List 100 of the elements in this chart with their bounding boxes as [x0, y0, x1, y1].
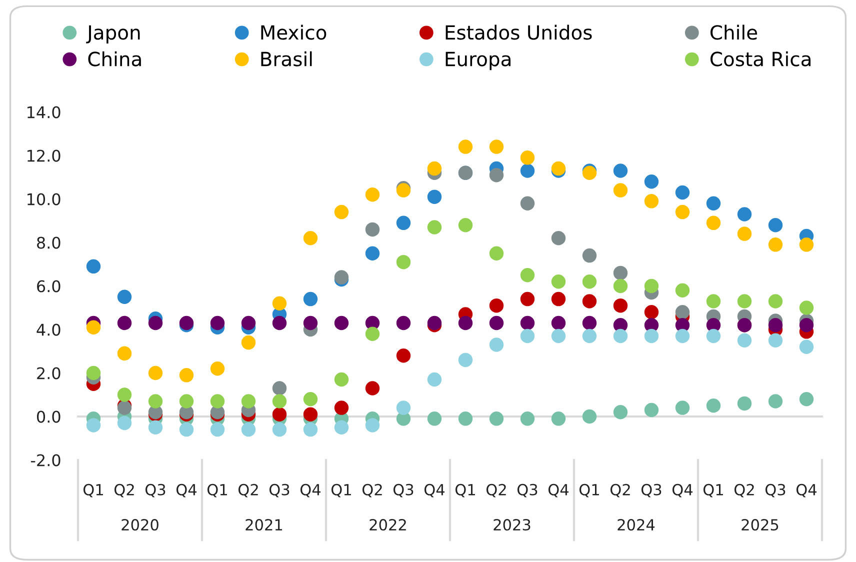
- point: [241, 422, 256, 437]
- point: [303, 392, 318, 406]
- point: [613, 183, 628, 198]
- point: [613, 298, 628, 313]
- point: [799, 340, 814, 354]
- point: [520, 164, 535, 178]
- point: [365, 222, 380, 237]
- y-tick-label: -2.0: [30, 454, 60, 466]
- point: [272, 422, 287, 437]
- point: [737, 207, 752, 222]
- x-tick-label: Q2: [734, 484, 754, 498]
- point: [272, 296, 287, 311]
- point: [644, 194, 659, 208]
- text: 2025: [742, 518, 778, 531]
- point: [241, 316, 256, 330]
- text: 2023: [494, 518, 530, 531]
- point: [520, 150, 535, 165]
- point: [179, 422, 194, 437]
- point: [210, 362, 225, 376]
- legend-label: Estados Unidos: [446, 24, 592, 40]
- point: [613, 266, 628, 280]
- x-tick-label: Q2: [362, 484, 382, 498]
- y-tick-label: 10.0: [28, 193, 60, 206]
- text: 2022: [370, 518, 406, 531]
- y-tick-label: 0.0: [36, 410, 60, 423]
- point: [799, 392, 814, 406]
- y-tick-label: 2.0: [37, 367, 60, 380]
- point: [489, 412, 504, 426]
- point: [334, 204, 349, 220]
- point: [582, 328, 597, 344]
- x-tick-label: Q2: [486, 484, 506, 498]
- point: [396, 254, 411, 270]
- point: [86, 418, 101, 432]
- legend-label: Japon: [86, 25, 140, 44]
- point: [458, 316, 473, 330]
- point: [768, 294, 783, 308]
- point: [675, 204, 690, 220]
- point: [489, 298, 504, 313]
- point: [737, 333, 752, 348]
- y-tick-label: 6.0: [37, 280, 60, 292]
- point: [706, 196, 721, 210]
- text: 2020: [122, 518, 158, 531]
- x-tick-label: Q1: [455, 484, 475, 498]
- point: [582, 294, 597, 308]
- point: [396, 400, 411, 415]
- point: [272, 407, 287, 422]
- point: [303, 231, 318, 246]
- x-tick-label: Q1: [331, 484, 351, 498]
- point: [272, 381, 287, 396]
- point: [799, 238, 814, 252]
- point: [241, 394, 256, 408]
- point: [520, 412, 535, 426]
- point: [551, 412, 566, 426]
- point: [427, 190, 442, 204]
- x-tick-label: Q1: [579, 484, 599, 498]
- point: [613, 405, 628, 420]
- point: [86, 259, 101, 274]
- point: [365, 418, 380, 432]
- point: [365, 246, 380, 260]
- legend-label: Costa Rica: [710, 51, 810, 66]
- point: [675, 304, 690, 320]
- point: [210, 422, 225, 437]
- point: [489, 140, 504, 154]
- point: [520, 268, 535, 282]
- point: [768, 318, 783, 332]
- point: [675, 185, 690, 200]
- point: [458, 412, 473, 426]
- point: [272, 316, 287, 330]
- point: [396, 216, 411, 230]
- point: [396, 348, 411, 363]
- point: [675, 400, 690, 415]
- point: [706, 328, 721, 344]
- point: [737, 294, 752, 308]
- x-tick-label: Q2: [114, 484, 134, 498]
- point: [303, 292, 318, 306]
- point: [241, 335, 256, 350]
- point: [117, 346, 132, 361]
- point: [489, 338, 504, 352]
- point: [396, 316, 411, 330]
- point: [520, 196, 535, 210]
- legend-label: Mexico: [261, 24, 326, 40]
- text: 2021: [246, 518, 282, 531]
- point: [179, 368, 194, 382]
- point: [551, 274, 566, 289]
- point: [520, 292, 535, 306]
- point: [334, 400, 349, 415]
- point: [613, 278, 628, 294]
- point: [427, 161, 442, 176]
- point: [799, 318, 814, 332]
- point: [706, 294, 721, 308]
- point: [768, 333, 783, 348]
- point: [179, 394, 194, 408]
- y-tick-label: 14.0: [28, 106, 60, 118]
- point: [334, 420, 349, 434]
- point: [582, 248, 597, 263]
- text: 2024: [618, 518, 655, 531]
- point: [427, 220, 442, 234]
- point: [148, 420, 163, 434]
- x-tick-label: Q4: [176, 484, 197, 498]
- point: [148, 366, 163, 380]
